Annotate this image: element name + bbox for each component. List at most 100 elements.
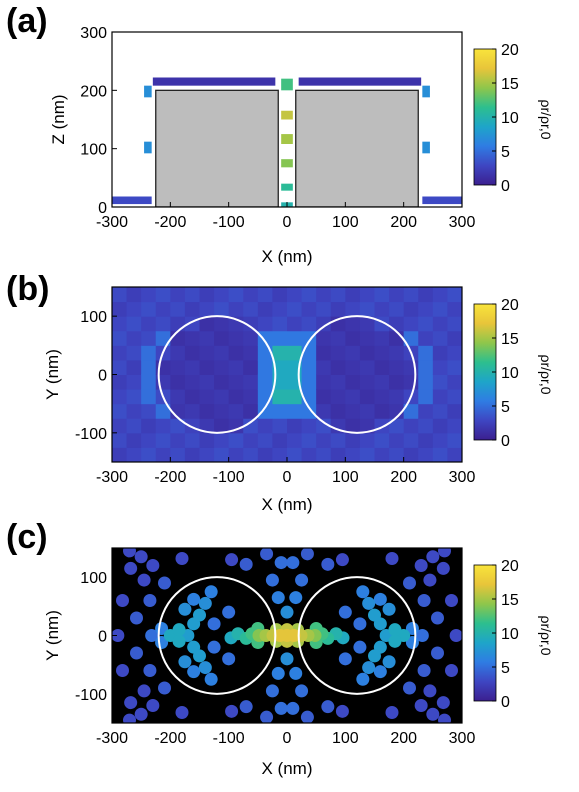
panel-a-colorbar: 0 5 10 15 20 xyxy=(473,42,519,195)
heatmap-cell xyxy=(418,432,434,448)
data-point xyxy=(134,550,148,564)
y-tick-label: 0 xyxy=(98,200,107,217)
heatmap-cell xyxy=(141,345,157,361)
heatmap-cell xyxy=(155,403,171,419)
heatmap-cell xyxy=(214,389,230,405)
heatmap-cell xyxy=(272,301,288,317)
data-point xyxy=(436,696,450,710)
heatmap-cell xyxy=(112,374,128,390)
heatmap-cell xyxy=(418,330,434,346)
heatmap-cell xyxy=(199,432,215,448)
data-point xyxy=(193,608,206,622)
heatmap-cell xyxy=(316,432,332,448)
heatmap-cell xyxy=(418,359,434,375)
data-point xyxy=(175,706,189,719)
heatmap-cell xyxy=(287,330,303,346)
data-point xyxy=(116,664,129,677)
data-cell xyxy=(298,77,422,86)
panel-b-y-axis-label: Y (nm) xyxy=(43,349,62,400)
data-point xyxy=(286,701,300,715)
data-point xyxy=(385,552,399,565)
heatmap-cell xyxy=(345,389,361,405)
data-cell xyxy=(422,141,430,154)
heatmap-cell xyxy=(257,374,273,390)
heatmap-cell xyxy=(403,359,419,375)
heatmap-cell xyxy=(141,389,157,405)
heatmap-cell xyxy=(301,403,317,419)
particle-outline xyxy=(297,576,417,695)
heatmap-cell xyxy=(389,389,405,405)
heatmap-cell xyxy=(287,403,303,419)
panel-c-plot xyxy=(112,548,462,723)
heatmap-cell xyxy=(330,403,346,419)
heatmap-cell xyxy=(141,316,157,332)
heatmap-cell xyxy=(199,403,215,419)
heatmap-cell xyxy=(126,345,142,361)
heatmap-cell xyxy=(126,389,142,405)
data-point xyxy=(362,596,376,610)
heatmap-cell xyxy=(199,330,215,346)
data-point xyxy=(373,665,387,679)
data-cell xyxy=(152,77,276,86)
heatmap-cell xyxy=(301,447,317,462)
heatmap-cell xyxy=(170,330,186,346)
heatmap-cell xyxy=(257,316,273,332)
panel-c-y-ticks: -100 0 100 xyxy=(75,570,117,704)
x-tick-label: 300 xyxy=(449,730,476,747)
heatmap-cell xyxy=(374,345,390,361)
data-point xyxy=(445,664,458,677)
heatmap-cell xyxy=(316,447,332,462)
data-point xyxy=(382,602,396,616)
y-tick-label: 300 xyxy=(80,25,107,42)
heatmap-cell xyxy=(257,301,273,317)
heatmap-cell xyxy=(432,374,448,390)
heatmap-cell xyxy=(330,374,346,390)
heatmap-cell xyxy=(112,418,128,434)
heatmap-cell xyxy=(199,345,215,361)
data-point xyxy=(187,665,201,679)
heatmap-cell xyxy=(141,403,157,419)
data-point xyxy=(280,652,294,666)
y-tick-label: 100 xyxy=(80,309,107,326)
data-cell xyxy=(112,196,152,205)
heatmap-cell xyxy=(345,316,361,332)
panel-a-x-ticks: -300 -200 -100 0 100 200 300 xyxy=(96,202,475,231)
data-point xyxy=(426,707,440,721)
data-point xyxy=(158,576,171,590)
data-cell xyxy=(281,78,293,91)
heatmap-cell xyxy=(345,330,361,346)
colorbar-tick-label: 15 xyxy=(501,331,519,348)
heatmap-cell xyxy=(112,447,128,462)
heatmap-cell xyxy=(447,316,462,332)
heatmap-cell xyxy=(243,316,259,332)
heatmap-cell xyxy=(447,432,462,448)
heatmap-cell xyxy=(330,330,346,346)
heatmap-cell xyxy=(214,418,230,434)
heatmap-cell xyxy=(389,287,405,303)
heatmap-cell xyxy=(359,345,375,361)
heatmap-cell xyxy=(287,301,303,317)
heatmap-cell xyxy=(403,447,419,462)
heatmap-cell xyxy=(199,447,215,462)
y-tick-label: -100 xyxy=(75,426,107,443)
heatmap-cell xyxy=(301,432,317,448)
data-point xyxy=(300,710,314,723)
heatmap-cell xyxy=(228,418,244,434)
colorbar-tick-label: 20 xyxy=(501,42,519,59)
heatmap-cell xyxy=(301,301,317,317)
heatmap-cell xyxy=(432,301,448,317)
heatmap-cell xyxy=(447,330,462,346)
heatmap-cell xyxy=(301,330,317,346)
heatmap-cell xyxy=(170,301,186,317)
heatmap-cell xyxy=(345,418,361,434)
heatmap-cell xyxy=(359,316,375,332)
x-tick-label: -200 xyxy=(154,730,186,747)
heatmap-cell xyxy=(403,330,419,346)
data-point xyxy=(273,629,287,642)
heatmap-cell xyxy=(112,345,128,361)
heatmap-cell xyxy=(287,418,303,434)
heatmap-cell xyxy=(403,316,419,332)
x-tick-label: -300 xyxy=(96,214,128,231)
heatmap-cell xyxy=(287,316,303,332)
heatmap-cell xyxy=(228,432,244,448)
